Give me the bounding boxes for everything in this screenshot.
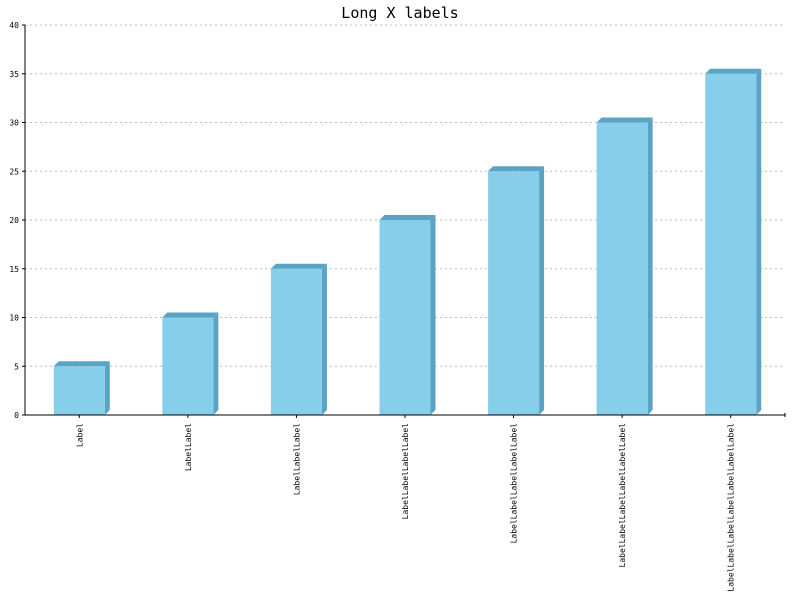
bar-1: [53, 361, 110, 415]
bar-side-4: [430, 215, 436, 415]
y-tick-label-6: 30: [9, 119, 19, 128]
bar-3: [270, 263, 327, 415]
bar-top-6: [596, 117, 653, 123]
bar-front-7: [705, 73, 757, 415]
bar-side-6: [647, 117, 653, 415]
x-tick-label-4: LabelLabelLabelLabel: [401, 423, 410, 520]
bar-top-1: [53, 361, 110, 367]
y-tick-label-0: 0: [14, 411, 19, 420]
bar-side-5: [539, 166, 545, 415]
y-tick-label-2: 10: [9, 314, 19, 323]
bar-top-7: [705, 68, 762, 74]
y-tick-label-5: 25: [9, 167, 19, 176]
x-tick-label-6: LabelLabelLabelLabelLabelLabel: [618, 423, 627, 568]
x-tick-label-2: LabelLabel: [184, 423, 193, 471]
bar-front-6: [596, 122, 648, 415]
bars: [53, 68, 762, 415]
y-tick-label-1: 5: [14, 362, 19, 371]
bar-2: [162, 312, 219, 415]
y-tick-label-8: 40: [9, 21, 19, 30]
y-tick-label-4: 20: [9, 216, 19, 225]
bar-top-3: [270, 263, 327, 269]
y-tick-label-7: 35: [9, 70, 19, 79]
x-tick-label-5: LabelLabelLabelLabelLabel: [510, 423, 519, 544]
bar-front-4: [379, 220, 431, 415]
bar-side-2: [213, 312, 219, 415]
x-tick-label-7: LabelLabelLabelLabelLabelLabelLabel: [727, 423, 736, 592]
bar-top-4: [379, 215, 436, 220]
bar-5: [488, 166, 545, 415]
bar-front-5: [488, 171, 540, 415]
x-tick-labels: Label LabelLabel LabelLabelLabel LabelLabel…: [75, 415, 736, 592]
bar-front-1: [53, 366, 105, 415]
bar-6: [596, 117, 653, 415]
bar-front-3: [270, 268, 322, 415]
chart-title: Long X labels: [341, 4, 458, 22]
bar-7: [705, 68, 762, 415]
bar-top-5: [488, 166, 545, 172]
bar-top-2: [162, 312, 219, 318]
bar-4: [379, 215, 436, 415]
x-tick-label-1: Label: [75, 423, 84, 447]
bar-side-3: [321, 263, 327, 415]
bar-side-1: [104, 361, 110, 415]
y-tick-label-3: 15: [9, 265, 19, 274]
bar-front-2: [162, 317, 214, 415]
x-tick-label-3: LabelLabelLabel: [292, 423, 301, 495]
bar-side-7: [756, 68, 762, 415]
y-tick-labels: 0 5 10 15 20 25 30 35 40: [9, 21, 25, 420]
